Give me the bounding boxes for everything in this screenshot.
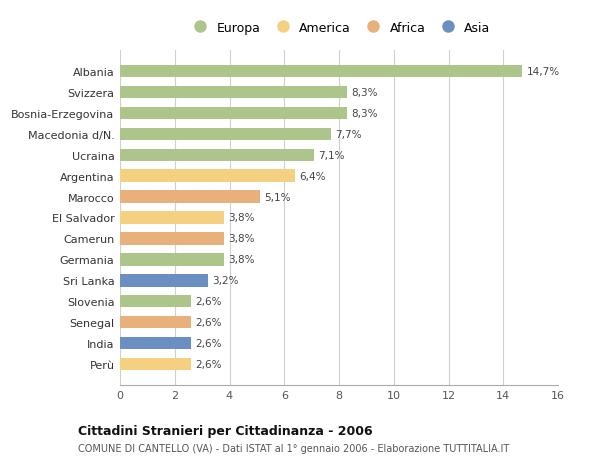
Legend: Europa, America, Africa, Asia: Europa, America, Africa, Asia xyxy=(182,17,496,39)
Bar xyxy=(120,274,208,287)
Text: 14,7%: 14,7% xyxy=(527,67,560,77)
Bar xyxy=(120,149,314,162)
Text: 7,1%: 7,1% xyxy=(319,151,345,161)
Text: 3,2%: 3,2% xyxy=(212,275,238,285)
Bar xyxy=(120,129,331,141)
Bar xyxy=(120,170,295,183)
Text: 7,7%: 7,7% xyxy=(335,129,361,140)
Text: 3,8%: 3,8% xyxy=(228,234,254,244)
Bar xyxy=(120,253,224,266)
Text: 2,6%: 2,6% xyxy=(195,359,222,369)
Bar xyxy=(120,316,191,329)
Text: Cittadini Stranieri per Cittadinanza - 2006: Cittadini Stranieri per Cittadinanza - 2… xyxy=(78,424,373,437)
Text: 2,6%: 2,6% xyxy=(195,338,222,348)
Text: 6,4%: 6,4% xyxy=(299,171,326,181)
Bar xyxy=(120,233,224,245)
Bar xyxy=(120,66,523,78)
Text: 5,1%: 5,1% xyxy=(264,192,290,202)
Text: COMUNE DI CANTELLO (VA) - Dati ISTAT al 1° gennaio 2006 - Elaborazione TUTTITALI: COMUNE DI CANTELLO (VA) - Dati ISTAT al … xyxy=(78,443,509,453)
Bar xyxy=(120,191,260,203)
Bar xyxy=(120,337,191,349)
Bar xyxy=(120,295,191,308)
Bar xyxy=(120,212,224,224)
Bar xyxy=(120,107,347,120)
Bar xyxy=(120,358,191,370)
Text: 3,8%: 3,8% xyxy=(228,255,254,265)
Text: 2,6%: 2,6% xyxy=(195,297,222,307)
Text: 8,3%: 8,3% xyxy=(352,88,378,98)
Text: 2,6%: 2,6% xyxy=(195,317,222,327)
Text: 8,3%: 8,3% xyxy=(352,109,378,119)
Text: 3,8%: 3,8% xyxy=(228,213,254,223)
Bar xyxy=(120,87,347,99)
